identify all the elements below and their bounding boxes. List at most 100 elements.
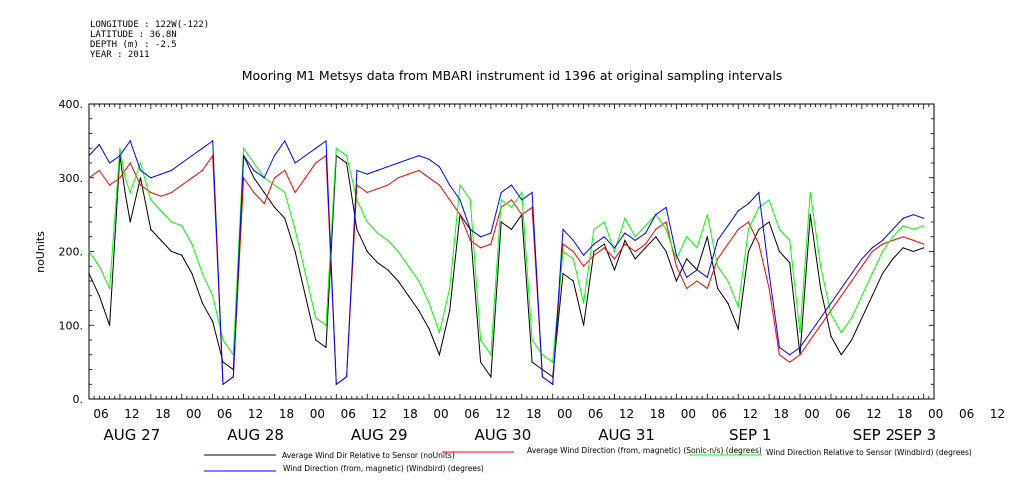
data-point bbox=[438, 184, 440, 186]
data-point bbox=[315, 147, 317, 149]
data-point bbox=[449, 287, 451, 289]
data-point bbox=[407, 265, 410, 267]
x-day-label: AUG 28 bbox=[227, 426, 284, 444]
data-point bbox=[201, 169, 203, 171]
data-point bbox=[675, 258, 678, 260]
data-point bbox=[747, 250, 750, 253]
data-point bbox=[912, 250, 915, 253]
x-hour-label: 12 bbox=[990, 407, 1005, 421]
data-point bbox=[129, 191, 131, 194]
data-point bbox=[593, 243, 595, 245]
data-point bbox=[366, 191, 368, 194]
data-point bbox=[675, 254, 678, 256]
data-point bbox=[160, 173, 162, 175]
data-point bbox=[304, 273, 306, 275]
data-point bbox=[603, 221, 605, 223]
data-point bbox=[747, 203, 750, 205]
data-point bbox=[820, 324, 822, 326]
data-point bbox=[531, 206, 533, 208]
data-point bbox=[717, 287, 719, 289]
data-point bbox=[459, 199, 461, 201]
data-point bbox=[490, 243, 492, 245]
data-point bbox=[624, 232, 626, 234]
x-day-label: AUG 31 bbox=[598, 426, 655, 444]
data-point bbox=[624, 243, 626, 245]
data-point bbox=[98, 265, 100, 267]
data-point bbox=[150, 177, 152, 179]
data-point bbox=[273, 155, 276, 157]
data-point bbox=[418, 169, 420, 171]
data-point bbox=[510, 228, 513, 230]
data-point bbox=[809, 191, 811, 194]
data-point bbox=[109, 162, 111, 164]
data-point bbox=[593, 254, 595, 256]
x-hour-label: 00 bbox=[186, 407, 201, 421]
x-day-label: AUG 27 bbox=[104, 426, 161, 444]
data-point bbox=[881, 250, 884, 253]
data-point bbox=[747, 228, 750, 230]
x-axis-labels: 06 12 18 00 06 12 18 00 06 12 18 00 06 12 18 00 06 12 18 00… bbox=[93, 407, 1005, 444]
data-point bbox=[490, 354, 492, 356]
data-point bbox=[191, 177, 193, 179]
data-point bbox=[768, 199, 770, 201]
data-point bbox=[820, 287, 822, 289]
data-point bbox=[119, 177, 121, 179]
x-hour-label: 12 bbox=[124, 407, 139, 421]
data-point bbox=[356, 199, 358, 201]
data-point bbox=[521, 199, 523, 201]
data-point bbox=[902, 217, 904, 219]
data-point bbox=[418, 155, 420, 157]
series-path bbox=[88, 154, 924, 386]
x-hour-label: 12 bbox=[372, 407, 387, 421]
data-point bbox=[655, 214, 657, 216]
data-point bbox=[583, 302, 585, 304]
data-point bbox=[253, 191, 255, 194]
data-point bbox=[686, 236, 688, 238]
data-point bbox=[304, 155, 306, 157]
series-line bbox=[88, 146, 925, 364]
data-point bbox=[480, 361, 482, 363]
year-label: YEAR : 2011 bbox=[90, 50, 150, 60]
x-day-label: SEP 1 bbox=[729, 426, 771, 444]
data-point bbox=[758, 243, 760, 245]
data-point bbox=[294, 162, 296, 164]
data-point bbox=[727, 280, 729, 282]
data-point bbox=[665, 221, 667, 223]
data-point bbox=[778, 250, 781, 253]
x-hour-label: 00 bbox=[681, 407, 696, 421]
data-point bbox=[562, 273, 564, 275]
data-point bbox=[706, 236, 708, 238]
data-point bbox=[717, 258, 719, 260]
data-point bbox=[387, 184, 389, 186]
data-point bbox=[521, 191, 523, 194]
data-point bbox=[191, 273, 193, 275]
data-point bbox=[613, 269, 616, 271]
data-point bbox=[129, 140, 131, 142]
data-point bbox=[881, 243, 884, 245]
depth-label: DEPTH (m) : -2.5 bbox=[90, 40, 177, 50]
data-point bbox=[634, 236, 636, 238]
data-point bbox=[335, 383, 337, 385]
data-point bbox=[861, 295, 863, 297]
data-point bbox=[541, 376, 544, 378]
data-point bbox=[212, 295, 214, 297]
x-hour-label: 06 bbox=[959, 407, 974, 421]
metadata-block: LONGITUDE : 122W(-122) LATITUDE : 36.8N … bbox=[90, 20, 209, 60]
data-point bbox=[552, 383, 554, 385]
data-point bbox=[284, 191, 286, 194]
data-point bbox=[294, 191, 296, 194]
data-point bbox=[124, 191, 126, 194]
data-point bbox=[253, 169, 255, 171]
data-point bbox=[706, 276, 708, 278]
data-point bbox=[335, 147, 337, 149]
data-point bbox=[376, 188, 379, 190]
data-point bbox=[428, 158, 430, 160]
data-point bbox=[902, 225, 904, 227]
data-point bbox=[181, 162, 183, 164]
data-point bbox=[170, 221, 172, 223]
data-point bbox=[304, 295, 306, 297]
x-hour-label: 12 bbox=[619, 407, 634, 421]
data-point bbox=[789, 262, 791, 264]
data-point bbox=[665, 206, 667, 208]
data-point bbox=[758, 191, 760, 194]
